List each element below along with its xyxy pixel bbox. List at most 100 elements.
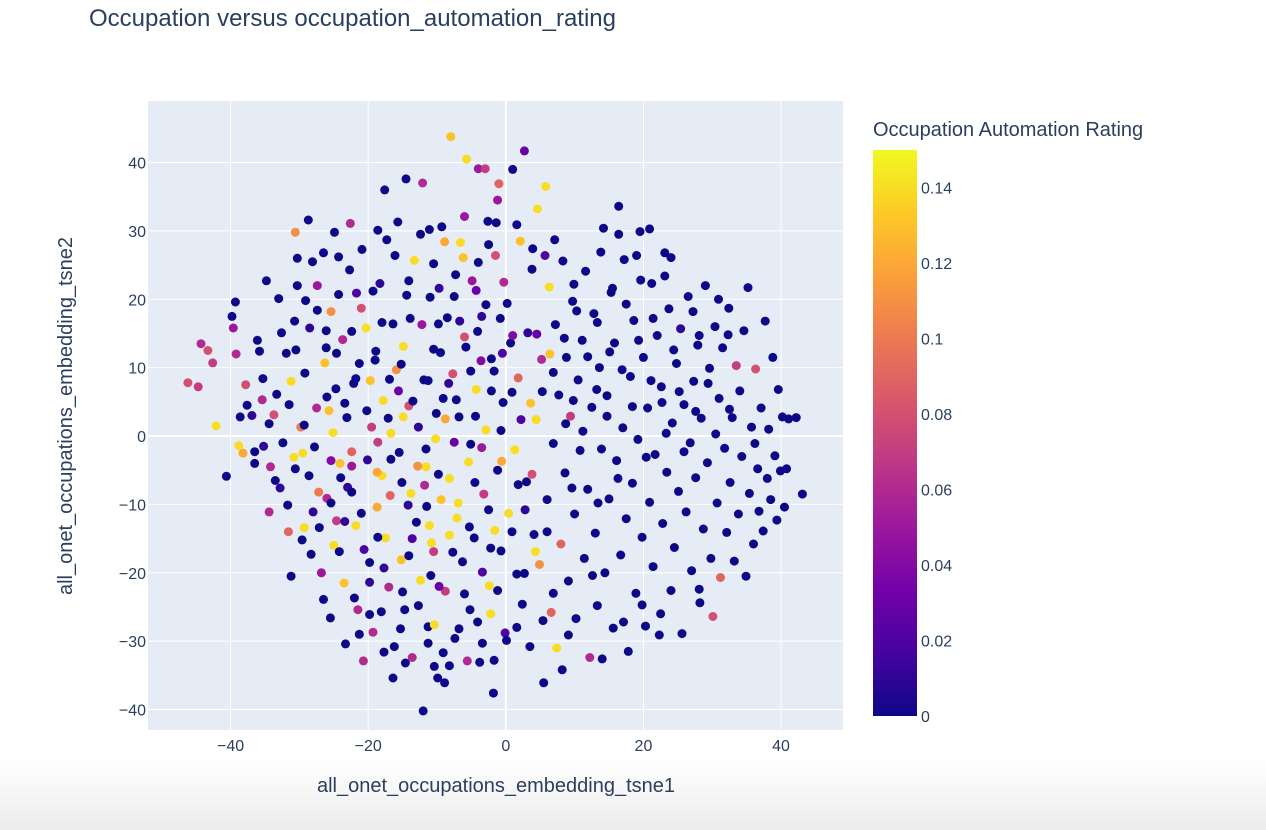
data-point — [533, 204, 542, 214]
data-point — [513, 480, 523, 490]
data-point — [669, 543, 679, 552]
data-point — [421, 462, 431, 472]
y-tick-label: −30 — [119, 634, 146, 651]
data-point — [402, 290, 412, 300]
data-point — [423, 376, 433, 386]
data-point — [621, 299, 631, 309]
data-point — [703, 378, 713, 388]
data-point — [418, 706, 428, 716]
data-point — [498, 398, 508, 407]
data-point — [394, 447, 404, 457]
y-tick-label: 0 — [137, 429, 146, 446]
data-point — [436, 495, 446, 505]
data-point — [513, 373, 523, 383]
data-point — [744, 488, 754, 498]
data-point — [550, 235, 560, 245]
data-point — [449, 292, 459, 301]
data-point — [614, 229, 624, 239]
data-point — [683, 292, 693, 301]
data-point — [556, 539, 566, 549]
colorbar-tick-label: 0.04 — [921, 558, 952, 575]
data-point — [592, 601, 602, 611]
data-point — [548, 588, 558, 598]
data-point — [568, 296, 578, 306]
data-point — [722, 527, 732, 537]
data-point — [695, 598, 705, 608]
data-point — [637, 600, 647, 610]
colorbar-title: Occupation Automation Rating — [873, 119, 1143, 141]
data-point — [444, 378, 454, 388]
y-tick-label: −20 — [119, 566, 146, 583]
data-point — [627, 402, 637, 412]
data-point — [694, 331, 704, 340]
data-point — [780, 502, 789, 512]
data-point — [512, 622, 522, 632]
data-point — [324, 406, 334, 416]
data-point — [594, 363, 604, 373]
data-point — [530, 547, 540, 557]
data-point — [275, 483, 285, 493]
data-point — [688, 307, 698, 317]
data-point — [650, 450, 660, 459]
data-point — [585, 653, 595, 662]
data-point — [502, 635, 511, 645]
data-point — [406, 488, 416, 498]
data-point — [648, 313, 658, 323]
data-point — [442, 313, 452, 323]
data-point — [590, 528, 600, 538]
data-point — [710, 322, 720, 332]
data-point — [561, 419, 571, 429]
data-point — [636, 275, 646, 285]
data-point — [368, 286, 378, 296]
y-tick-label: 10 — [128, 361, 146, 378]
colorbar — [873, 150, 917, 716]
data-point — [691, 473, 701, 483]
data-point — [476, 356, 486, 366]
data-point — [338, 335, 348, 345]
y-tick-label: 30 — [128, 224, 146, 241]
data-point — [635, 227, 645, 237]
data-point — [508, 164, 518, 174]
data-point — [714, 294, 723, 304]
data-point — [404, 551, 414, 561]
x-tick-label: 40 — [772, 738, 790, 755]
data-point — [308, 507, 318, 517]
data-point — [465, 605, 475, 615]
data-point — [568, 396, 578, 405]
data-point — [444, 473, 454, 483]
data-point — [569, 279, 579, 289]
data-point — [298, 448, 308, 458]
data-point — [316, 568, 326, 578]
data-point — [379, 647, 389, 657]
data-point — [497, 348, 507, 358]
data-point — [270, 476, 280, 485]
x-tick-label: −20 — [355, 738, 382, 755]
data-point — [656, 382, 666, 392]
data-point — [484, 240, 494, 250]
data-point — [281, 348, 291, 358]
data-point — [605, 347, 615, 357]
data-point — [661, 428, 671, 438]
data-point — [451, 395, 461, 405]
data-point — [679, 447, 689, 457]
data-point — [550, 320, 560, 330]
data-point — [662, 467, 672, 477]
data-point — [409, 255, 419, 265]
data-point — [416, 229, 425, 239]
data-point — [429, 344, 439, 354]
data-point — [255, 346, 264, 356]
data-point — [314, 523, 324, 533]
data-point — [563, 576, 573, 586]
data-point — [418, 178, 428, 188]
data-point — [477, 567, 487, 577]
data-point — [471, 385, 481, 394]
data-point — [711, 429, 721, 439]
data-point — [623, 646, 633, 656]
data-point — [464, 457, 474, 467]
data-point — [458, 253, 468, 263]
data-point — [791, 413, 801, 423]
data-point — [494, 179, 504, 189]
data-point — [616, 550, 626, 560]
data-point — [365, 577, 375, 587]
data-point — [666, 586, 676, 595]
